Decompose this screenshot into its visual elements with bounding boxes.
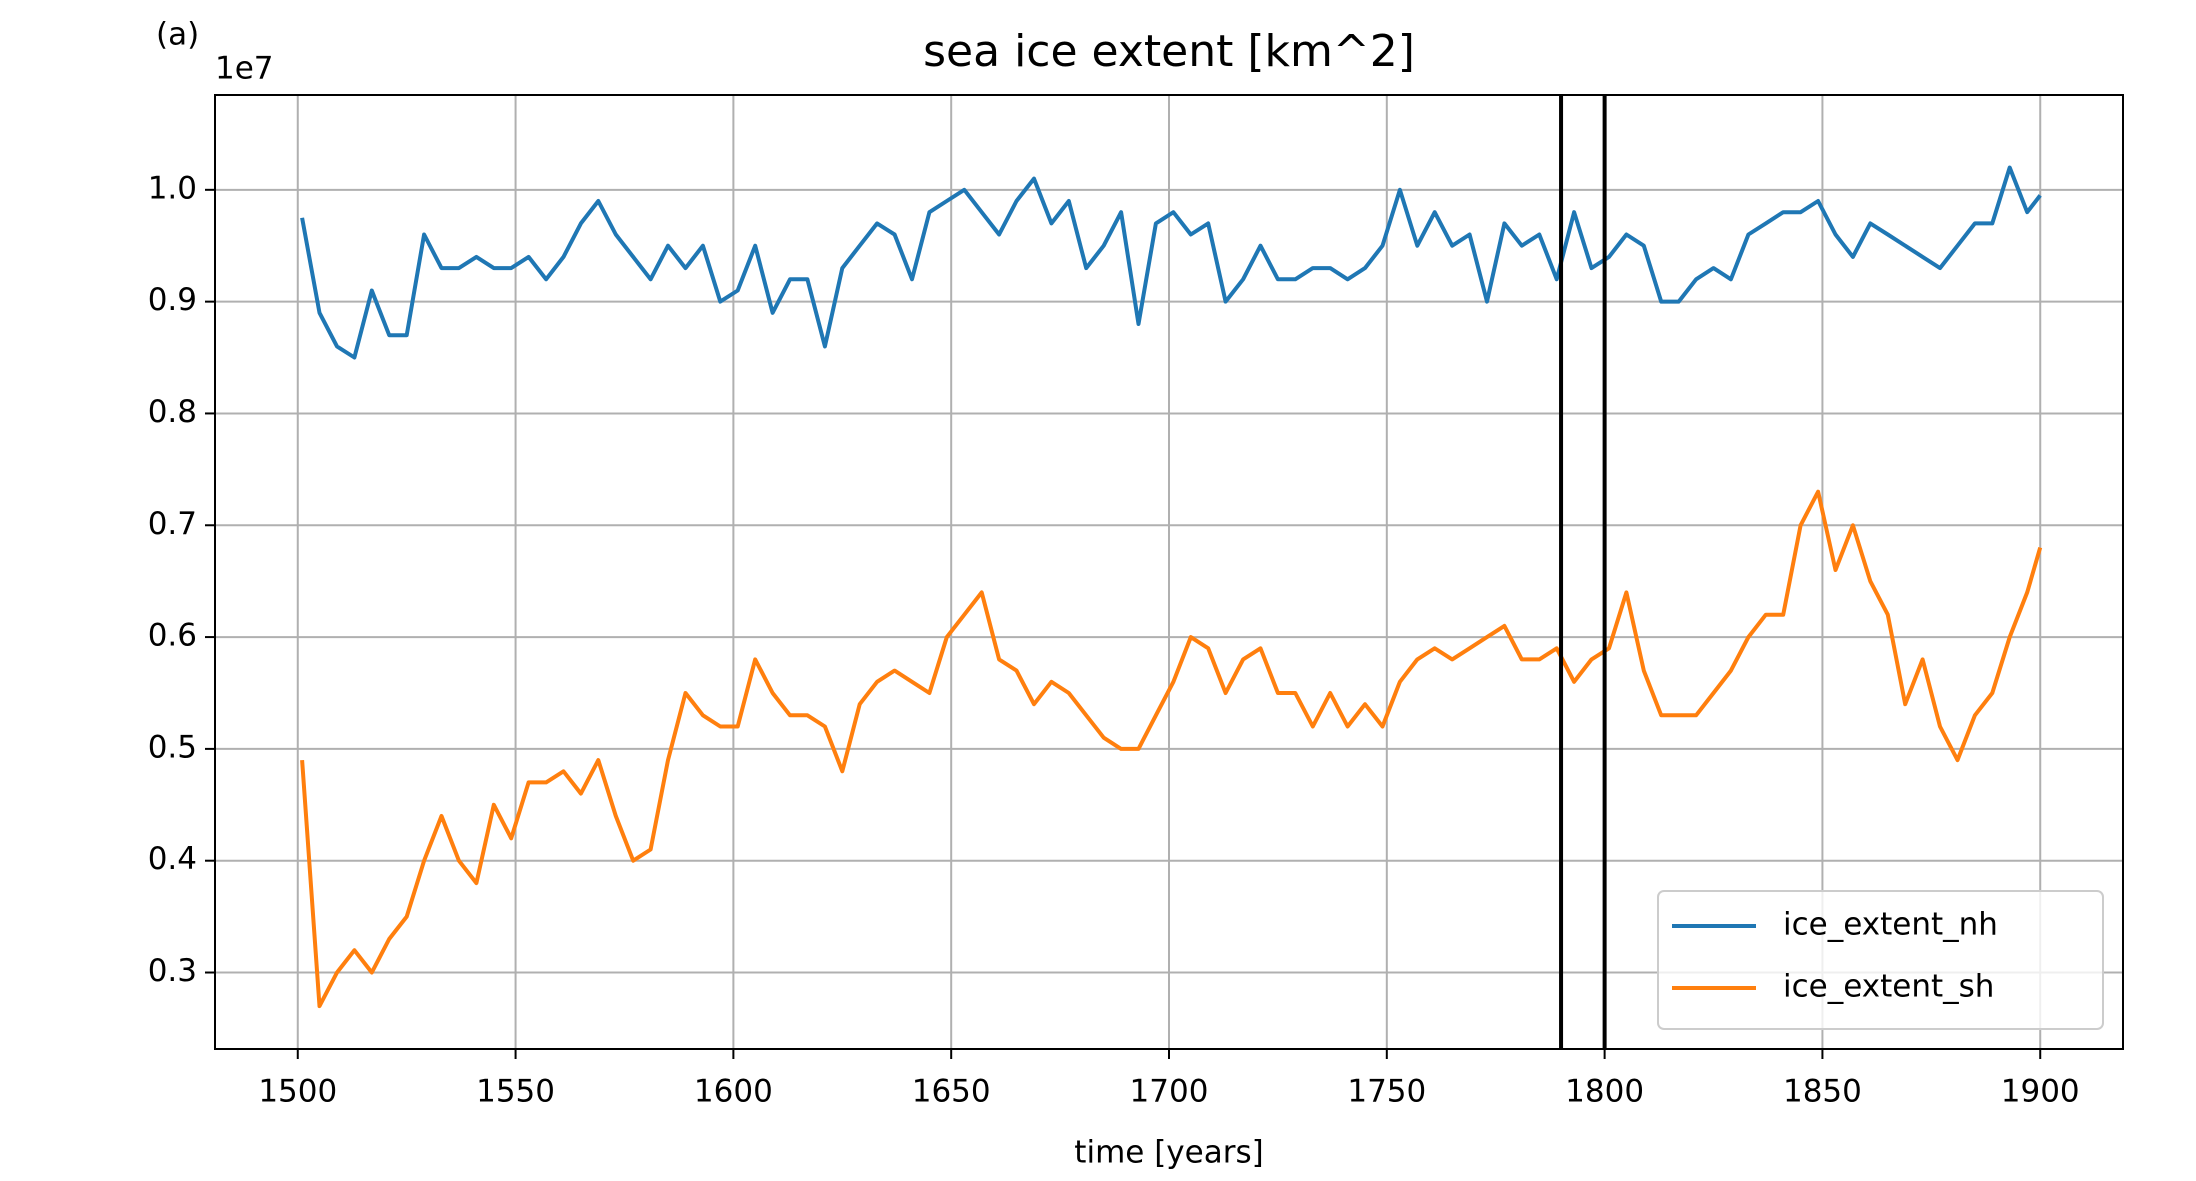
y-tick-label: 0.5 [148,729,197,765]
y-tick-label: 0.3 [148,953,197,989]
x-tick-label: 1500 [258,1074,337,1110]
x-axis-label: time [years] [1074,1135,1263,1171]
y-offset-label: 1e7 [215,51,274,87]
y-tick-label: 0.9 [148,282,197,318]
x-tick-label: 1650 [912,1074,991,1110]
plot-frame [214,94,2124,1050]
legend-label: ice_extent_sh [1783,969,1994,1005]
y-tick-label: 1.0 [148,170,197,206]
panel-label: (a) [156,17,199,53]
line-series [300,165,2042,360]
y-tick-label: 0.8 [148,394,197,430]
x-tick-label: 1600 [694,1074,773,1110]
x-tick-label: 1700 [1130,1074,1209,1110]
y-tick-label: 0.7 [148,506,197,542]
x-tick-label: 1900 [2001,1074,2080,1110]
x-tick-label: 1850 [1783,1074,1862,1110]
y-tick-label: 0.6 [148,618,197,654]
y-tick-label: 0.4 [148,841,197,877]
chart-title: sea ice extent [km^2] [923,26,1415,77]
legend-box [1657,890,2104,1030]
x-tick-label: 1550 [476,1074,555,1110]
line-series [300,489,2043,1009]
legend-label: ice_extent_nh [1783,907,1998,943]
x-tick-label: 1800 [1565,1074,1644,1110]
x-tick-label: 1750 [1347,1074,1426,1110]
